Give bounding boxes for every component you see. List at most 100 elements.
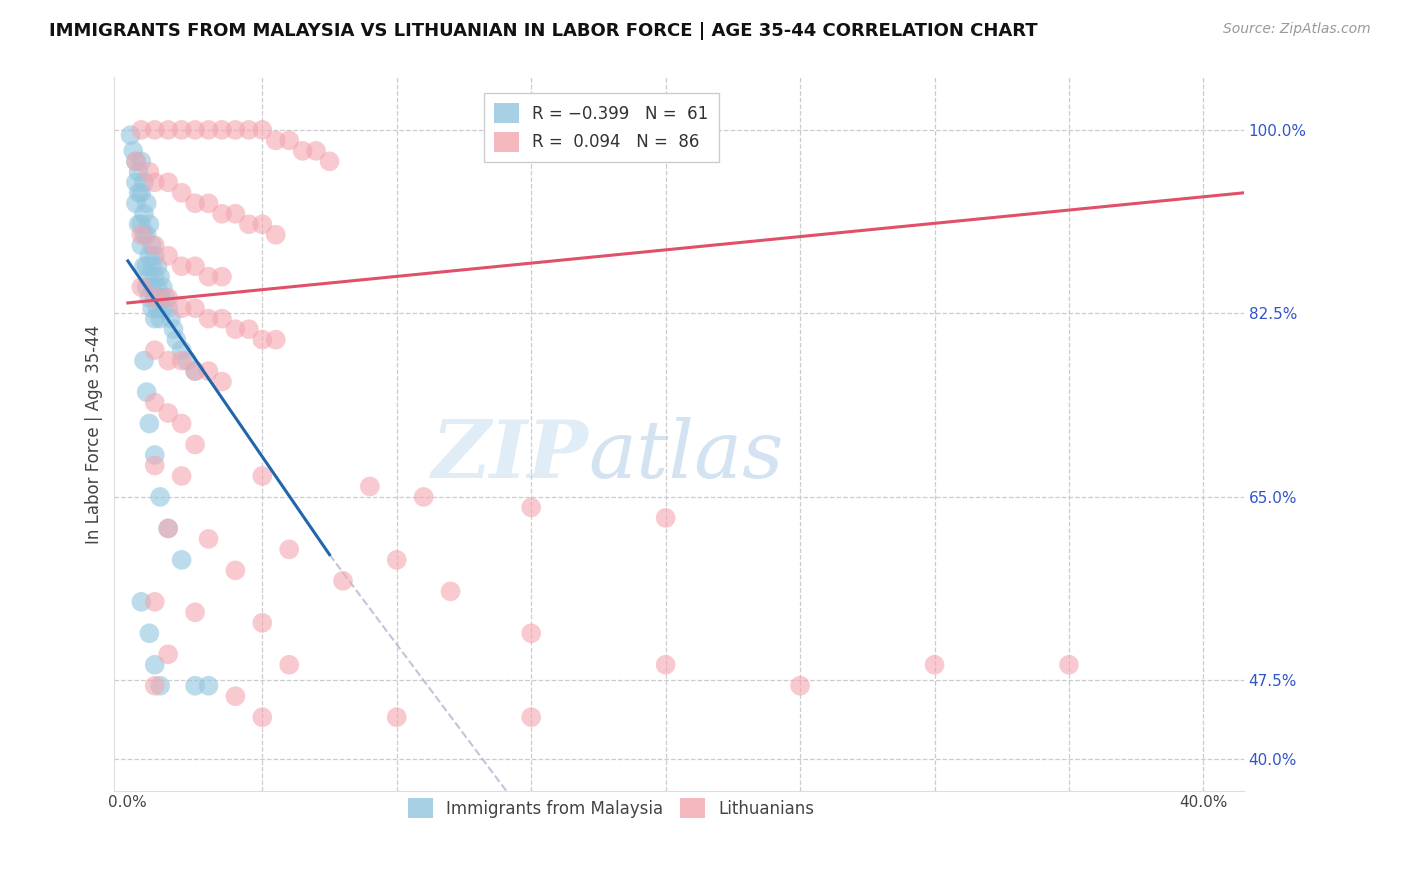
Point xyxy=(143,123,166,137)
Point xyxy=(359,479,381,493)
Point xyxy=(924,657,946,672)
Point xyxy=(138,626,160,640)
Point xyxy=(143,448,166,462)
Point xyxy=(184,196,207,211)
Point xyxy=(143,291,166,305)
Point xyxy=(149,269,172,284)
Point xyxy=(146,301,169,315)
Point xyxy=(211,269,233,284)
Point xyxy=(176,353,198,368)
Point xyxy=(789,679,811,693)
Point xyxy=(385,553,408,567)
Point xyxy=(146,280,169,294)
Point xyxy=(278,542,301,557)
Point xyxy=(238,217,260,231)
Point xyxy=(238,123,260,137)
Point xyxy=(128,186,150,200)
Point xyxy=(155,291,177,305)
Point xyxy=(141,301,163,315)
Point xyxy=(197,196,219,211)
Point xyxy=(157,353,180,368)
Point xyxy=(252,710,274,724)
Point xyxy=(224,690,246,704)
Point xyxy=(252,333,274,347)
Point xyxy=(143,657,166,672)
Point xyxy=(157,521,180,535)
Point xyxy=(318,154,340,169)
Point xyxy=(146,259,169,273)
Point xyxy=(143,595,166,609)
Point xyxy=(264,133,287,147)
Point xyxy=(1057,657,1080,672)
Point xyxy=(305,144,328,158)
Point xyxy=(184,437,207,451)
Point xyxy=(170,259,193,273)
Point xyxy=(412,490,434,504)
Point xyxy=(197,679,219,693)
Point xyxy=(125,154,148,169)
Point xyxy=(138,291,160,305)
Point xyxy=(143,238,166,252)
Point xyxy=(129,280,152,294)
Point xyxy=(170,343,193,358)
Point xyxy=(520,626,543,640)
Point xyxy=(120,128,142,142)
Point xyxy=(385,710,408,724)
Point xyxy=(184,364,207,378)
Point xyxy=(224,207,246,221)
Point xyxy=(149,679,172,693)
Point xyxy=(252,217,274,231)
Point xyxy=(132,207,155,221)
Point xyxy=(520,500,543,515)
Point xyxy=(197,532,219,546)
Point xyxy=(520,710,543,724)
Point xyxy=(157,249,180,263)
Point xyxy=(211,123,233,137)
Point xyxy=(184,259,207,273)
Point xyxy=(132,353,155,368)
Point xyxy=(157,647,180,661)
Point xyxy=(157,123,180,137)
Point xyxy=(238,322,260,336)
Point xyxy=(143,395,166,409)
Point xyxy=(170,353,193,368)
Point xyxy=(252,123,274,137)
Point xyxy=(138,269,160,284)
Point xyxy=(135,196,157,211)
Point xyxy=(141,238,163,252)
Point xyxy=(149,490,172,504)
Point xyxy=(184,364,207,378)
Point xyxy=(170,553,193,567)
Point xyxy=(149,291,172,305)
Point xyxy=(252,469,274,483)
Point xyxy=(129,238,152,252)
Point xyxy=(143,311,166,326)
Text: ZIP: ZIP xyxy=(432,417,589,494)
Point xyxy=(224,123,246,137)
Point xyxy=(224,322,246,336)
Point xyxy=(197,123,219,137)
Point xyxy=(138,217,160,231)
Point xyxy=(135,280,157,294)
Point xyxy=(129,123,152,137)
Point xyxy=(157,301,180,315)
Point xyxy=(141,259,163,273)
Point xyxy=(170,417,193,431)
Point xyxy=(143,343,166,358)
Point xyxy=(132,175,155,189)
Point xyxy=(252,615,274,630)
Point xyxy=(138,417,160,431)
Point xyxy=(278,657,301,672)
Point xyxy=(291,144,314,158)
Point xyxy=(125,175,148,189)
Point xyxy=(125,154,148,169)
Point xyxy=(149,311,172,326)
Text: atlas: atlas xyxy=(589,417,785,494)
Point xyxy=(138,249,160,263)
Point xyxy=(143,458,166,473)
Point xyxy=(211,311,233,326)
Point xyxy=(141,280,163,294)
Point xyxy=(135,385,157,400)
Point xyxy=(211,375,233,389)
Point xyxy=(162,322,184,336)
